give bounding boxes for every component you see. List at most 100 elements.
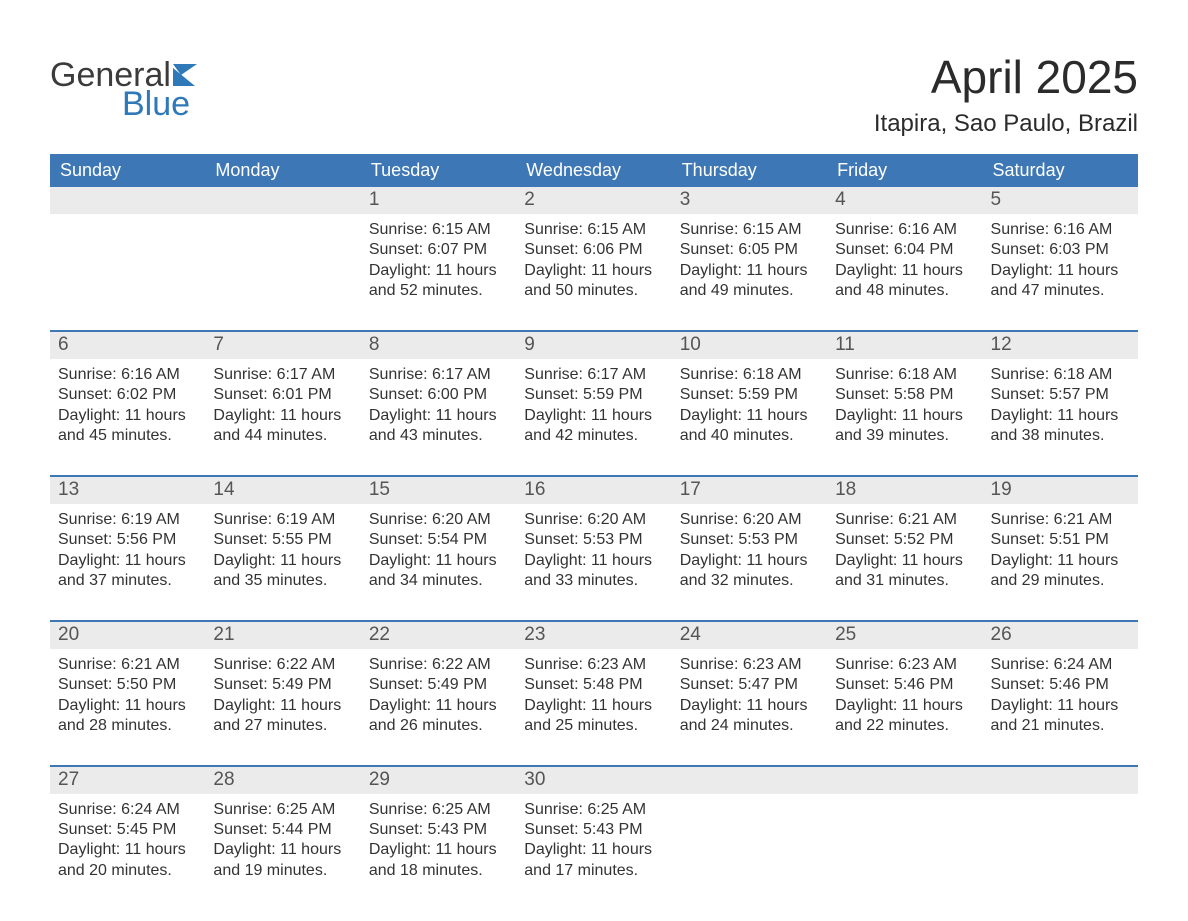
sunset-text: Sunset: 6:01 PM [213,385,352,405]
sunset-text: Sunset: 6:05 PM [680,240,819,260]
sunset-text: Sunset: 5:53 PM [680,530,819,550]
daylight-text: and 26 minutes. [369,716,508,736]
day-header: Wednesday [516,154,671,187]
day-number: 30 [516,767,671,794]
daylight-text: and 31 minutes. [835,571,974,591]
calendar-cell: 23Sunrise: 6:23 AMSunset: 5:48 PMDayligh… [516,622,671,737]
day-number: 13 [50,477,205,504]
calendar-cell: 9Sunrise: 6:17 AMSunset: 5:59 PMDaylight… [516,332,671,447]
sunset-text: Sunset: 5:56 PM [58,530,197,550]
sunrise-text: Sunrise: 6:18 AM [835,365,974,385]
sunset-text: Sunset: 5:45 PM [58,820,197,840]
sunset-text: Sunset: 5:55 PM [213,530,352,550]
sunrise-text: Sunrise: 6:17 AM [213,365,352,385]
day-details: Sunrise: 6:22 AMSunset: 5:49 PMDaylight:… [361,649,516,737]
daylight-text: and 28 minutes. [58,716,197,736]
daylight-text: and 37 minutes. [58,571,197,591]
day-header: Monday [205,154,360,187]
day-details: Sunrise: 6:25 AMSunset: 5:43 PMDaylight:… [516,794,671,882]
sunrise-text: Sunrise: 6:21 AM [58,655,197,675]
sunset-text: Sunset: 6:03 PM [991,240,1130,260]
calendar: Sunday Monday Tuesday Wednesday Thursday… [50,154,1138,881]
daylight-text: and 25 minutes. [524,716,663,736]
header: General Blue April 2025 Itapira, Sao Pau… [50,50,1138,138]
day-details: Sunrise: 6:18 AMSunset: 5:57 PMDaylight:… [983,359,1138,447]
calendar-cell: 29Sunrise: 6:25 AMSunset: 5:43 PMDayligh… [361,767,516,882]
daylight-text: and 43 minutes. [369,426,508,446]
day-number: 28 [205,767,360,794]
calendar-week: 1Sunrise: 6:15 AMSunset: 6:07 PMDaylight… [50,187,1138,302]
sunrise-text: Sunrise: 6:24 AM [991,655,1130,675]
daylight-text: and 44 minutes. [213,426,352,446]
day-number: 25 [827,622,982,649]
sunset-text: Sunset: 5:59 PM [524,385,663,405]
daylight-text: Daylight: 11 hours [58,551,197,571]
day-number: 7 [205,332,360,359]
daylight-text: Daylight: 11 hours [680,261,819,281]
day-details: Sunrise: 6:17 AMSunset: 5:59 PMDaylight:… [516,359,671,447]
daylight-text: and 21 minutes. [991,716,1130,736]
sunrise-text: Sunrise: 6:22 AM [369,655,508,675]
day-details: Sunrise: 6:19 AMSunset: 5:56 PMDaylight:… [50,504,205,592]
sunset-text: Sunset: 6:00 PM [369,385,508,405]
sunrise-text: Sunrise: 6:17 AM [369,365,508,385]
daylight-text: and 39 minutes. [835,426,974,446]
sunrise-text: Sunrise: 6:20 AM [369,510,508,530]
day-details: Sunrise: 6:15 AMSunset: 6:06 PMDaylight:… [516,214,671,302]
title-block: April 2025 Itapira, Sao Paulo, Brazil [874,50,1138,138]
sunset-text: Sunset: 5:50 PM [58,675,197,695]
sunset-text: Sunset: 5:57 PM [991,385,1130,405]
sunrise-text: Sunrise: 6:15 AM [680,220,819,240]
daylight-text: and 38 minutes. [991,426,1130,446]
day-details: Sunrise: 6:21 AMSunset: 5:51 PMDaylight:… [983,504,1138,592]
page-title: April 2025 [874,50,1138,104]
calendar-cell: 11Sunrise: 6:18 AMSunset: 5:58 PMDayligh… [827,332,982,447]
daylight-text: and 17 minutes. [524,861,663,881]
day-details: Sunrise: 6:18 AMSunset: 5:59 PMDaylight:… [672,359,827,447]
day-number: 19 [983,477,1138,504]
day-details: Sunrise: 6:20 AMSunset: 5:53 PMDaylight:… [516,504,671,592]
day-number [205,187,360,214]
day-details: Sunrise: 6:23 AMSunset: 5:48 PMDaylight:… [516,649,671,737]
sunrise-text: Sunrise: 6:19 AM [213,510,352,530]
day-details: Sunrise: 6:19 AMSunset: 5:55 PMDaylight:… [205,504,360,592]
sunset-text: Sunset: 5:58 PM [835,385,974,405]
sunrise-text: Sunrise: 6:16 AM [991,220,1130,240]
day-details: Sunrise: 6:15 AMSunset: 6:07 PMDaylight:… [361,214,516,302]
sunrise-text: Sunrise: 6:18 AM [991,365,1130,385]
day-number: 24 [672,622,827,649]
sunset-text: Sunset: 5:52 PM [835,530,974,550]
day-details: Sunrise: 6:16 AMSunset: 6:03 PMDaylight:… [983,214,1138,302]
sunrise-text: Sunrise: 6:16 AM [58,365,197,385]
calendar-week: 13Sunrise: 6:19 AMSunset: 5:56 PMDayligh… [50,475,1138,592]
sunrise-text: Sunrise: 6:20 AM [680,510,819,530]
day-details: Sunrise: 6:24 AMSunset: 5:45 PMDaylight:… [50,794,205,882]
day-details: Sunrise: 6:24 AMSunset: 5:46 PMDaylight:… [983,649,1138,737]
day-details: Sunrise: 6:20 AMSunset: 5:53 PMDaylight:… [672,504,827,592]
sunrise-text: Sunrise: 6:23 AM [835,655,974,675]
calendar-cell: 30Sunrise: 6:25 AMSunset: 5:43 PMDayligh… [516,767,671,882]
daylight-text: and 42 minutes. [524,426,663,446]
day-header-row: Sunday Monday Tuesday Wednesday Thursday… [50,154,1138,187]
daylight-text: Daylight: 11 hours [369,840,508,860]
daylight-text: and 18 minutes. [369,861,508,881]
logo: General Blue [50,56,205,124]
day-number: 11 [827,332,982,359]
day-number: 4 [827,187,982,214]
sunset-text: Sunset: 5:53 PM [524,530,663,550]
calendar-cell: 8Sunrise: 6:17 AMSunset: 6:00 PMDaylight… [361,332,516,447]
day-details: Sunrise: 6:18 AMSunset: 5:58 PMDaylight:… [827,359,982,447]
calendar-cell: 28Sunrise: 6:25 AMSunset: 5:44 PMDayligh… [205,767,360,882]
calendar-cell: 1Sunrise: 6:15 AMSunset: 6:07 PMDaylight… [361,187,516,302]
day-header: Saturday [983,154,1138,187]
sunset-text: Sunset: 5:54 PM [369,530,508,550]
daylight-text: and 22 minutes. [835,716,974,736]
day-number: 16 [516,477,671,504]
calendar-cell: 5Sunrise: 6:16 AMSunset: 6:03 PMDaylight… [983,187,1138,302]
daylight-text: Daylight: 11 hours [524,551,663,571]
calendar-cell: 27Sunrise: 6:24 AMSunset: 5:45 PMDayligh… [50,767,205,882]
day-number: 26 [983,622,1138,649]
calendar-cell: 14Sunrise: 6:19 AMSunset: 5:55 PMDayligh… [205,477,360,592]
sunset-text: Sunset: 6:02 PM [58,385,197,405]
day-number: 3 [672,187,827,214]
